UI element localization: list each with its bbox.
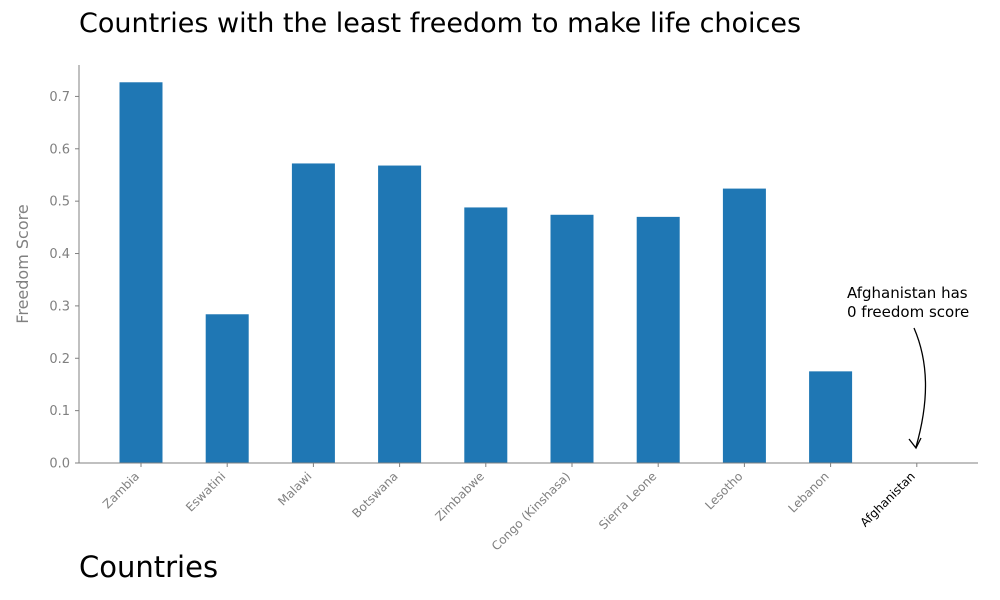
x-tick-label: Zimbabwe	[432, 469, 486, 523]
bars	[119, 82, 853, 463]
chart-title: Countries with the least freedom to make…	[79, 8, 802, 39]
x-tick-label: Malawi	[275, 469, 314, 508]
bar-lebanon	[809, 371, 853, 463]
bar-zambia	[119, 82, 163, 463]
annotation-arrowhead	[908, 437, 922, 450]
bar-sierra-leone	[636, 216, 680, 463]
bar-malawi	[291, 163, 335, 463]
y-axis: 0.0 0.1 0.2 0.3 0.4 0.5 0.6 0.7	[49, 65, 80, 472]
x-tick-label: Sierra Leone	[596, 469, 659, 532]
annotation: Afghanistan has 0 freedom score	[847, 284, 969, 450]
y-axis-label: Freedom Score	[13, 204, 32, 323]
x-axis-title: Countries	[79, 550, 219, 584]
x-tick-label: Lebanon	[785, 469, 831, 515]
annotation-line-1: Afghanistan has	[847, 284, 968, 302]
bar-eswatini	[205, 314, 249, 463]
x-tick-label: Afghanistan	[858, 469, 918, 529]
y-tick-label: 0.0	[49, 457, 70, 472]
y-tick-label: 0.3	[49, 299, 70, 314]
y-tick-label: 0.7	[49, 90, 70, 105]
y-tick-label: 0.5	[49, 195, 70, 210]
bar-botswana	[378, 165, 422, 463]
x-tick-label: Congo (Kinshasa)	[489, 469, 573, 553]
y-tick-label: 0.2	[49, 352, 70, 367]
bar-lesotho	[722, 188, 766, 463]
y-tick-label: 0.6	[49, 142, 70, 157]
bar-congo-kinshasa	[550, 214, 594, 463]
y-tick-label: 0.1	[49, 404, 70, 419]
x-axis: Zambia Eswatini Malawi Botswana Zimbabwe Cong…	[79, 462, 978, 553]
x-tick-label: Eswatini	[183, 469, 228, 514]
bar-zimbabwe	[464, 207, 508, 463]
x-tick-label: Botswana	[349, 469, 400, 520]
annotation-line-2: 0 freedom score	[847, 303, 969, 321]
y-tick-label: 0.4	[49, 247, 70, 262]
x-tick-label: Zambia	[100, 469, 142, 511]
annotation-arrow	[913, 327, 927, 448]
x-tick-label: Lesotho	[702, 469, 745, 512]
